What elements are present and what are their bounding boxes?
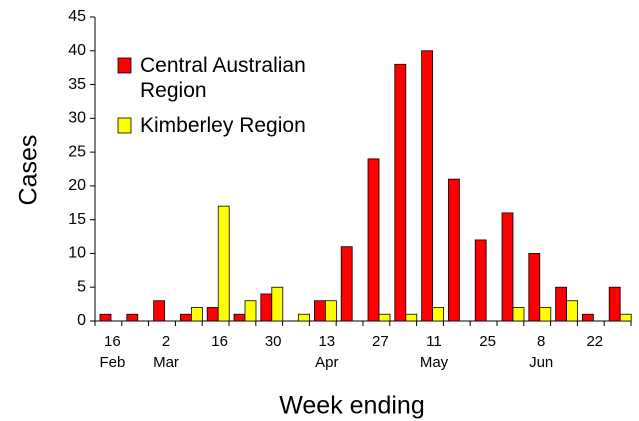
bar [501, 212, 514, 322]
x-tick-sublabel: Feb [99, 354, 125, 371]
x-tick-label: 16 [211, 333, 228, 350]
legend-label: Kimberley Region [140, 114, 306, 137]
y-tick-label: 20 [68, 177, 86, 194]
x-tick-label: 2 [162, 333, 170, 350]
legend-swatch [117, 57, 132, 74]
bar [126, 313, 139, 322]
bar [233, 313, 246, 322]
y-axis-label: Cases [15, 135, 43, 206]
y-tick-label: 40 [68, 42, 86, 59]
bar [179, 313, 192, 322]
bar [378, 313, 391, 322]
bar [271, 286, 284, 322]
bar [608, 286, 621, 322]
bar [99, 313, 112, 322]
bar [244, 300, 257, 322]
x-tick-label: 27 [372, 333, 389, 350]
bar [512, 307, 525, 322]
legend-swatch [117, 117, 132, 134]
x-axis-label: Week ending [279, 392, 424, 420]
bar [619, 313, 632, 322]
x-tick-sublabel: Mar [153, 354, 179, 371]
y-tick-label: 15 [68, 211, 86, 228]
bar [190, 307, 203, 322]
bar [206, 307, 219, 322]
bar [432, 307, 445, 322]
bar [340, 246, 353, 322]
bar [528, 253, 541, 322]
x-tick-label: 16 [104, 333, 121, 350]
bar [217, 205, 230, 322]
bar [298, 313, 311, 322]
x-tick-label: 13 [318, 333, 335, 350]
x-tick-sublabel: May [420, 354, 449, 371]
bar [260, 293, 273, 322]
bar [474, 239, 487, 322]
bar [447, 178, 460, 322]
legend-label: Central Australian Region [140, 54, 306, 102]
y-tick-label: 5 [77, 278, 86, 295]
x-tick-sublabel: Apr [315, 354, 338, 371]
bar [566, 300, 578, 322]
y-tick-label: 35 [68, 76, 86, 93]
bar [313, 300, 326, 322]
x-tick-label: 11 [426, 333, 442, 350]
bar [405, 313, 418, 322]
y-tick-label: 25 [68, 143, 86, 160]
bar [582, 313, 594, 322]
bar [555, 286, 567, 322]
x-tick-label: 30 [265, 333, 282, 350]
bar [324, 300, 337, 322]
bar [539, 307, 552, 322]
x-tick-label: 25 [479, 333, 496, 350]
bar [421, 50, 434, 322]
bar [153, 300, 166, 322]
x-tick-sublabel: Jun [529, 354, 553, 371]
x-tick-label: 8 [537, 333, 545, 350]
bar [367, 158, 380, 322]
y-tick-label: 30 [68, 110, 86, 127]
x-tick-label: 22 [586, 333, 603, 350]
bar [394, 63, 407, 322]
y-tick-label: 10 [68, 245, 86, 262]
y-tick-label: 0 [77, 312, 86, 329]
y-tick-label: 45 [68, 8, 86, 25]
